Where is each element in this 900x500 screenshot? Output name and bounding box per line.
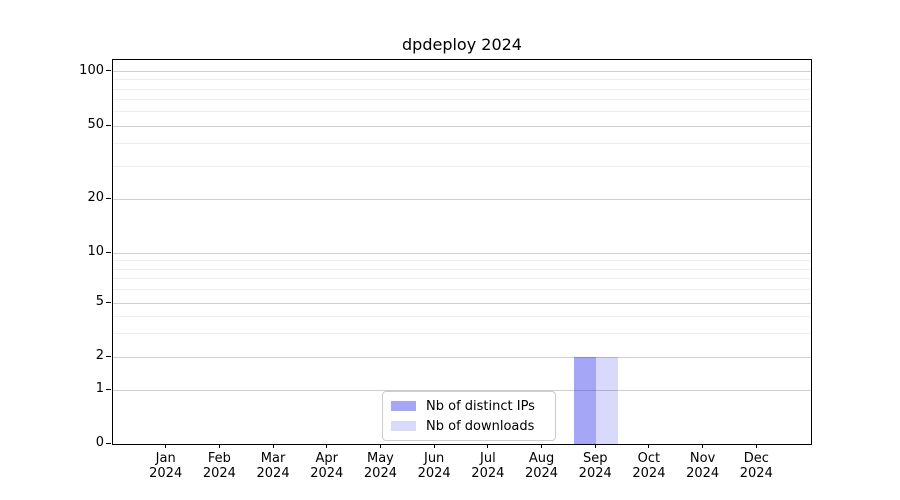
legend-swatch-downloads: [391, 421, 416, 431]
y-tick-0: [106, 442, 111, 444]
x-tick-jul: [487, 444, 489, 448]
x-tick-label-jun: Jun 2024: [417, 451, 451, 481]
legend-label-distinct-ips: Nb of distinct IPs: [426, 398, 535, 414]
plot-area: [112, 59, 812, 445]
gridline-major-5: [113, 302, 811, 304]
legend-item-downloads: Nb of downloads: [391, 418, 555, 434]
x-tick-dec: [755, 444, 757, 448]
x-tick-label-apr: Apr 2024: [310, 451, 344, 481]
legend-label-downloads: Nb of downloads: [426, 418, 535, 434]
y-tick-2: [106, 355, 111, 357]
x-tick-label-mar: Mar 2024: [256, 451, 290, 481]
x-tick-nov: [702, 444, 704, 448]
gridline-minor-6: [113, 289, 811, 291]
y-tick-label-1: 1: [95, 381, 104, 396]
y-tick-label-10: 10: [87, 244, 104, 259]
x-tick-jun: [433, 444, 435, 448]
x-tick-apr: [326, 444, 328, 448]
gridline-minor-80: [113, 88, 811, 90]
x-tick-feb: [218, 444, 220, 448]
x-tick-label-sep: Sep 2024: [578, 451, 612, 481]
x-tick-mar: [272, 444, 274, 448]
legend-swatch-distinct-ips: [391, 401, 416, 411]
y-tick-10: [106, 251, 111, 253]
y-tick-100: [106, 70, 111, 71]
bar-distinct-ips-sep: [574, 357, 597, 444]
y-tick-label-50: 50: [87, 117, 104, 132]
legend: Nb of distinct IPs Nb of downloads: [382, 391, 556, 441]
x-tick-may: [379, 444, 381, 448]
x-tick-aug: [541, 444, 543, 448]
x-tick-label-nov: Nov 2024: [686, 451, 720, 481]
x-tick-label-jul: Jul 2024: [471, 451, 505, 481]
gridline-minor-30: [113, 166, 811, 168]
x-tick-label-aug: Aug 2024: [524, 451, 559, 481]
gridline-minor-40: [113, 143, 811, 145]
y-tick-label-5: 5: [95, 294, 104, 309]
y-tick-label-0: 0: [95, 435, 104, 450]
gridline-minor-3: [113, 332, 811, 334]
gridline-minor-70: [113, 99, 811, 101]
x-tick-label-jan: Jan 2024: [149, 451, 183, 481]
legend-item-distinct-ips: Nb of distinct IPs: [391, 398, 555, 414]
gridline-major-20: [113, 198, 811, 200]
x-tick-jan: [165, 444, 167, 448]
gridline-major-50: [113, 125, 811, 127]
x-tick-oct: [648, 444, 650, 448]
x-tick-label-oct: Oct 2024: [632, 451, 666, 481]
y-tick-20: [106, 197, 111, 199]
y-tick-label-20: 20: [87, 190, 104, 205]
gridline-major-1: [113, 389, 811, 391]
y-tick-5: [106, 301, 111, 303]
gridline-major-100: [113, 71, 811, 72]
y-tick-1: [106, 388, 111, 390]
gridline-major-2: [113, 356, 811, 358]
gridline-major-10: [113, 252, 811, 254]
gridline-minor-60: [113, 111, 811, 113]
gridline-minor-8: [113, 268, 811, 270]
gridline-minor-4: [113, 315, 811, 317]
gridline-minor-7: [113, 278, 811, 280]
x-tick-label-dec: Dec 2024: [739, 451, 773, 481]
y-tick-label-100: 100: [79, 62, 104, 78]
x-tick-label-feb: Feb 2024: [202, 451, 236, 481]
bar-downloads-sep: [596, 357, 619, 444]
gridline-minor-9: [113, 260, 811, 262]
x-tick-label-may: May 2024: [363, 451, 397, 481]
y-tick-50: [106, 124, 111, 126]
x-tick-sep: [594, 444, 596, 448]
chart-title: dpdeploy 2024: [402, 35, 522, 54]
gridline-minor-90: [113, 79, 811, 81]
y-tick-label-2: 2: [95, 348, 104, 363]
